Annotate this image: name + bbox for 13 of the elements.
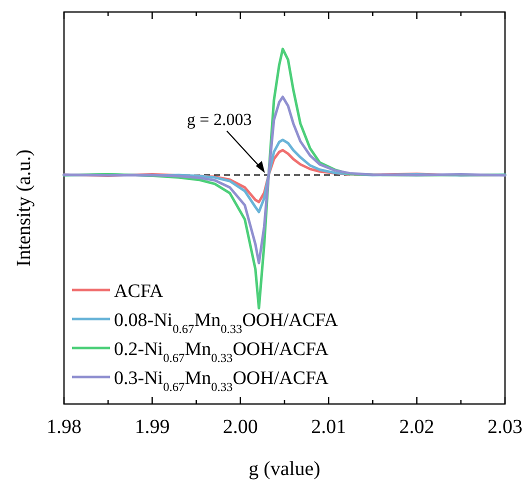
x-tick-label: 2.02 <box>399 416 434 438</box>
x-tick-label: 2.00 <box>222 416 258 438</box>
x-tick-label: 2.03 <box>488 416 522 438</box>
annotation: g = 2.003 <box>186 110 252 130</box>
x-tick-label: 1.99 <box>134 416 170 438</box>
y-axis-title: Intensity (a.u.) <box>13 149 35 267</box>
x-axis-title: g (value) <box>248 458 320 480</box>
legend-label: ACFA <box>114 281 164 302</box>
legend-label: 0.3-Ni$_{0.67}$Mn$_{0.33}$OOH/ACFA <box>114 368 329 394</box>
x-tick-label: 1.98 <box>46 416 82 438</box>
legend-label: 0.08-Ni$_{0.67}$Mn$_{0.33}$OOH/ACFA <box>114 310 338 336</box>
legend-label: 0.2-Ni$_{0.67}$Mn$_{0.33}$OOH/ACFA <box>114 339 329 365</box>
x-tick-label: 2.01 <box>311 416 346 438</box>
